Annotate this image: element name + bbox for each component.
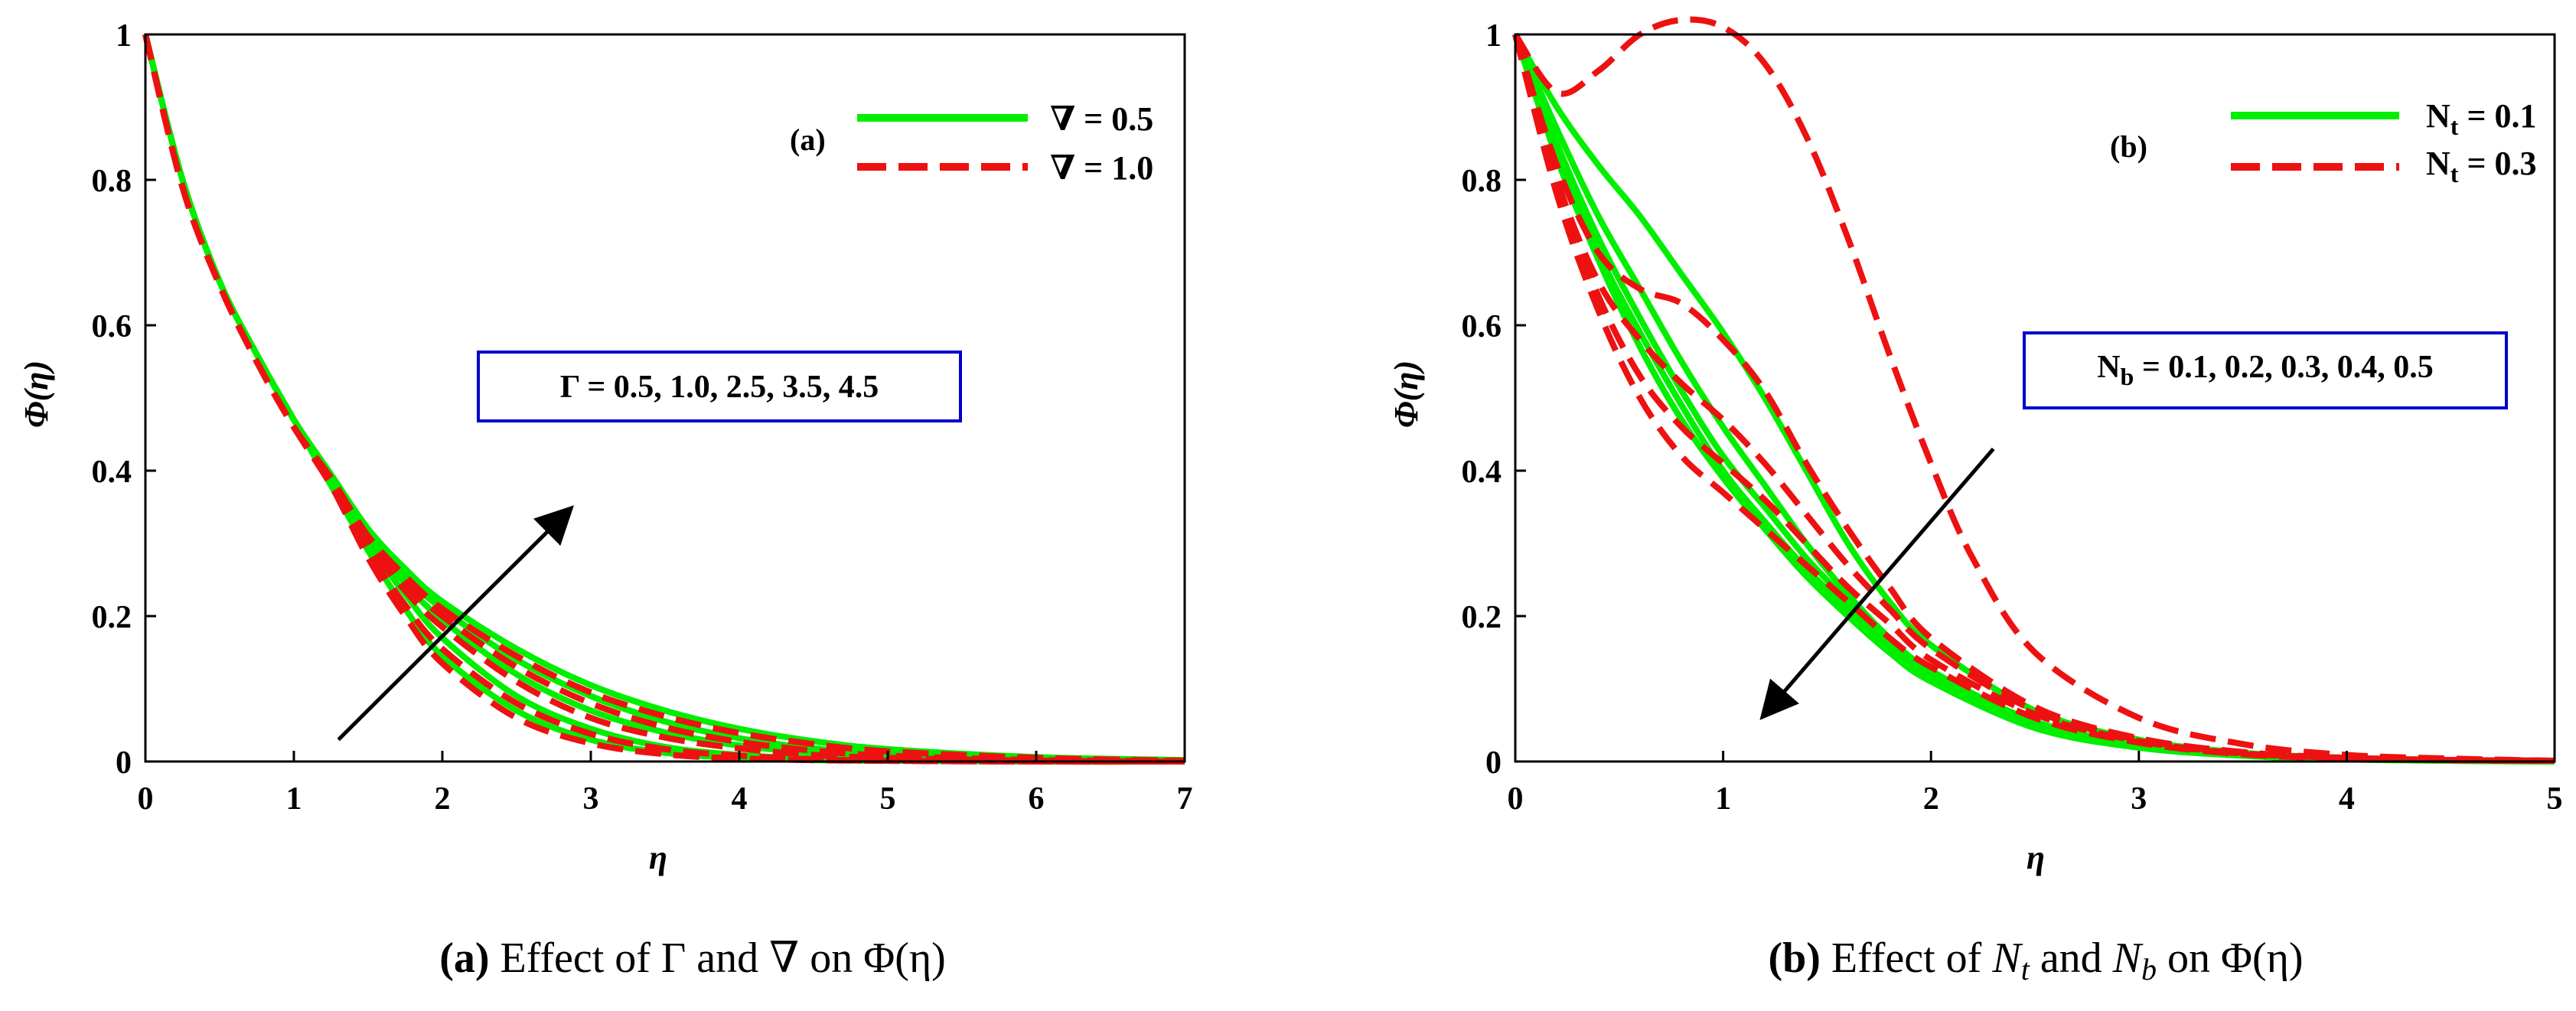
panel-b-trend-arrow [1759,447,1995,720]
panel-a-ticks-group: 0 1 2 3 4 5 6 7 0 0.2 0.4 0.6 0.8 1 [92,18,1193,817]
panel-b-chart: 0 1 2 3 4 5 0 0.2 0.4 0.6 0.8 1 Φ(η) η (b) Nt = 0.1… [1387,16,2563,987]
panel-b-xtick-label: 5 [2547,781,2563,817]
panel-a-ytick-label: 0 [116,745,132,781]
panel-b-legend-label-green: Nt = 0.1 [2426,97,2537,140]
panel-a-caption-text: Effect of Γ and ∇ on Φ(η) [490,934,946,982]
panel-b-ytick-label: 0 [1485,745,1502,781]
panel-a-xlabel: η [649,839,667,876]
panel-a-caption-tag: (a) [439,934,489,982]
panel-b-tag: (b) [2110,129,2147,164]
panel-b-legend-sub2: t [2450,160,2459,188]
panel-a-tag: (a) [790,122,826,157]
panel-b-legend-n1: N [2426,97,2450,135]
panel-a-ytick-label: 0.4 [92,455,132,490]
panel-a-xtick-label: 1 [286,781,302,817]
panel-b-series-line [1512,16,2555,765]
panel-a-plot-frame [144,33,1186,763]
panel-b-annotation-text: Nb = 0.1, 0.2, 0.3, 0.4, 0.5 [2097,350,2434,390]
panel-a-trend-arrow [337,505,574,742]
panel-a-caption: (a) Effect of Γ and ∇ on Φ(η) [439,934,946,982]
panel-a-xtick-label: 5 [880,781,896,817]
panel-b-annotation-n: N [2097,350,2120,385]
panel-b-caption-t2: and [2030,934,2113,982]
panel-b-caption-tag: (b) [1768,934,1820,982]
panel-b-legend-sub1: t [2450,113,2459,140]
panel-a-xtick-label: 2 [435,781,451,817]
panel-b-legend-n2: N [2426,145,2450,182]
panel-b-caption-s2: b [2141,952,2157,987]
panel-b-legend-rest2: = 0.3 [2458,145,2536,182]
panel-b-caption-t1: Effect of [1821,934,1992,982]
panel-b-caption-n2: N [2112,934,2144,982]
panel-a-xtick-label: 6 [1029,781,1045,817]
panel-b-plot-frame [1514,33,2556,763]
panel-b-xtick-label: 2 [1923,781,1939,817]
panel-b-ytick-label: 0.8 [1462,164,1502,199]
panel-b-ytick-label: 1 [1485,18,1502,54]
panel-b-caption-n1: N [1991,934,2023,982]
panel-a-xtick-label: 0 [138,781,154,817]
panel-b-xtick-label: 0 [1508,781,1524,817]
panel-a-chart: 0 1 2 3 4 5 6 7 0 0.2 0.4 0.6 0.8 1 Φ(η) η (a) ∇ = 0.… [18,18,1193,982]
panel-b-annotation-rest: = 0.1, 0.2, 0.3, 0.4, 0.5 [2134,350,2433,385]
panel-b-series-line [1512,33,2555,765]
panel-a-ylabel: Φ(η) [18,360,55,428]
panel-b-annotation-box [2023,331,2508,409]
panel-a-ytick-label: 1 [116,18,132,54]
panel-b-xtick-label: 4 [2339,781,2355,817]
panel-b-annotation-sub: b [2121,363,2134,390]
panel-b-legend-rest1: = 0.1 [2458,97,2536,135]
panel-b-caption-s1: t [2021,952,2030,987]
panel-b-xtick-label: 1 [1715,781,1731,817]
panel-a-series-group [142,34,1185,765]
panel-b-legend-label-red: Nt = 0.3 [2426,145,2537,188]
panel-a-xtick-label: 4 [732,781,748,817]
panel-a-xtick-label: 7 [1177,781,1193,817]
panel-a-ytick-label: 0.6 [92,309,132,344]
panel-a-annotation-box [477,351,962,422]
panel-a-xtick-label: 3 [583,781,599,817]
panel-a-legend-label-green: ∇ = 0.5 [1050,100,1153,138]
panel-b-ytick-label: 0.2 [1462,600,1502,635]
panel-a-legend-label-red: ∇ = 1.0 [1050,149,1153,187]
panel-b-ytick-label: 0.4 [1462,455,1502,490]
panel-b-ticks-group: 0 1 2 3 4 5 0 0.2 0.4 0.6 0.8 1 [1462,18,2563,817]
panel-b-xlabel: η [2027,839,2045,876]
panel-a-series-line [142,34,1185,765]
panel-a-annotation-text: Γ = 0.5, 1.0, 2.5, 3.5, 4.5 [560,370,879,405]
panel-b-ytick-label: 0.6 [1462,309,1502,344]
panel-b-caption: (b) Effect of Nt and Nb on Φ(η) [1768,934,2303,987]
panel-b-caption-t3: on Φ(η) [2157,934,2304,982]
panel-a-ytick-label: 0.2 [92,600,132,635]
panel-a-ytick-label: 0.8 [92,164,132,199]
panel-b-ylabel: Φ(η) [1387,360,1425,428]
panel-b-xtick-label: 3 [2131,781,2147,817]
